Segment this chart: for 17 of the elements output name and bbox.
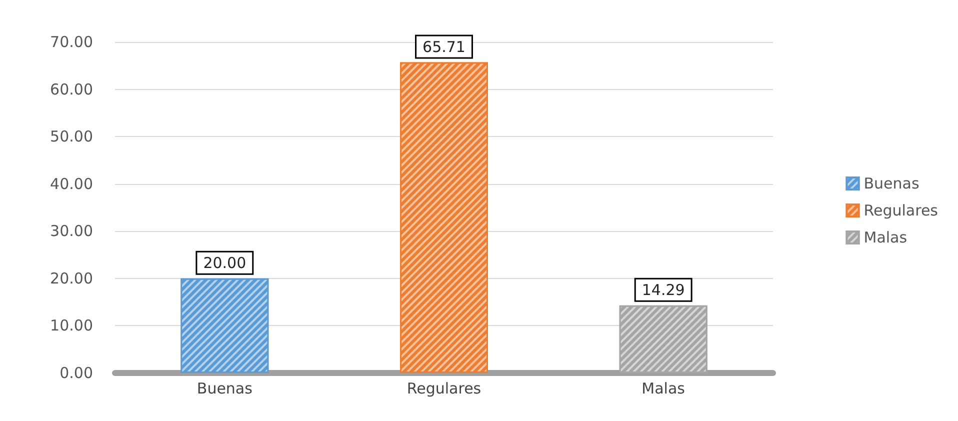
x-tick-label: Buenas	[196, 380, 253, 398]
y-tick-label: 20.00	[50, 269, 93, 288]
x-tick-label: Regulares	[406, 380, 482, 398]
legend-label: Malas	[864, 228, 908, 246]
legend-label: Buenas	[864, 174, 920, 192]
y-tick-label: 10.00	[50, 316, 93, 335]
y-tick-label: 40.00	[50, 174, 93, 193]
data-label: 20.00	[203, 254, 246, 272]
y-tick-label: 70.00	[50, 33, 93, 51]
y-tick-label: 50.00	[50, 128, 93, 146]
y-tick-label: 0.00	[60, 364, 93, 382]
y-tick-label: 60.00	[50, 80, 93, 98]
x-tick-label: Malas	[642, 380, 686, 398]
legend-label: Regulares	[864, 202, 938, 220]
data-label: 65.71	[422, 38, 466, 56]
data-label: 14.29	[642, 280, 685, 299]
y-tick-label: 30.00	[50, 222, 93, 240]
